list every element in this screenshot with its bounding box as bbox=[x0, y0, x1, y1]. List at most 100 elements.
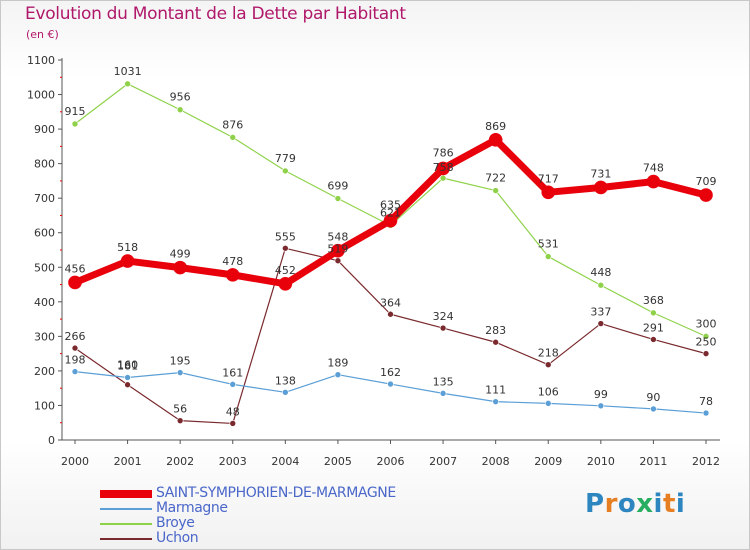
data-point-uchon bbox=[282, 244, 289, 252]
data-point-broye bbox=[702, 333, 710, 340]
data-label-broye: 1031 bbox=[114, 65, 142, 78]
y-tick-label: 800 bbox=[34, 158, 55, 171]
data-label-uchon: 324 bbox=[433, 310, 454, 323]
x-tick-label: 2009 bbox=[534, 455, 562, 468]
data-point-marmagne bbox=[124, 374, 131, 381]
data-point-saint-symphorien-de-marmagne bbox=[383, 213, 398, 228]
x-tick-label: 2011 bbox=[639, 455, 667, 468]
data-point-uchon bbox=[124, 381, 131, 389]
data-point-saint-symphorien-de-marmagne bbox=[646, 174, 661, 189]
data-point-uchon bbox=[597, 320, 605, 327]
data-point-saint-symphorien-de-marmagne bbox=[594, 180, 608, 195]
data-label-uchon: 364 bbox=[380, 296, 401, 309]
data-point-saint-symphorien-de-marmagne bbox=[278, 277, 293, 291]
data-point-broye bbox=[229, 134, 237, 141]
data-point-broye bbox=[650, 309, 657, 317]
legend-swatch bbox=[100, 490, 152, 498]
y-tick-label: 1100 bbox=[27, 54, 55, 67]
data-label-marmagne: 195 bbox=[170, 355, 191, 368]
x-tick-label: 2005 bbox=[324, 455, 352, 468]
data-label-uchon: 266 bbox=[65, 330, 86, 343]
logo-letter: x bbox=[636, 489, 654, 519]
data-label-saint-symphorien-de-marmagne: 748 bbox=[643, 162, 664, 175]
x-tick-label: 2001 bbox=[114, 455, 142, 468]
data-point-marmagne bbox=[650, 405, 657, 413]
data-point-saint-symphorien-de-marmagne bbox=[541, 185, 556, 200]
data-point-saint-symphorien-de-marmagne bbox=[68, 275, 82, 290]
data-point-saint-symphorien-de-marmagne bbox=[699, 188, 713, 202]
logo-letter: P bbox=[585, 489, 605, 519]
data-point-marmagne bbox=[282, 389, 289, 396]
data-label-marmagne: 135 bbox=[433, 375, 454, 388]
data-label-saint-symphorien-de-marmagne: 731 bbox=[590, 167, 611, 180]
data-point-marmagne bbox=[334, 371, 342, 379]
data-point-broye bbox=[334, 195, 342, 202]
data-point-broye bbox=[176, 106, 184, 114]
data-label-broye: 621 bbox=[380, 206, 401, 219]
y-tick-label: 300 bbox=[34, 330, 55, 343]
y-tick-label: 500 bbox=[34, 261, 55, 274]
data-label-saint-symphorien-de-marmagne: 548 bbox=[327, 231, 348, 244]
data-label-broye: 448 bbox=[590, 266, 611, 279]
data-point-saint-symphorien-de-marmagne bbox=[488, 133, 503, 147]
data-label-broye: 876 bbox=[222, 118, 243, 131]
x-tick-label: 2003 bbox=[219, 455, 247, 468]
data-label-saint-symphorien-de-marmagne: 456 bbox=[65, 262, 86, 275]
data-label-broye: 779 bbox=[275, 152, 296, 165]
y-tick-label: 100 bbox=[34, 399, 55, 412]
data-label-saint-symphorien-de-marmagne: 869 bbox=[485, 120, 506, 133]
data-label-broye: 915 bbox=[65, 105, 86, 118]
data-label-broye: 758 bbox=[433, 161, 454, 174]
data-label-uchon: 56 bbox=[173, 403, 187, 416]
data-label-saint-symphorien-de-marmagne: 717 bbox=[538, 172, 559, 185]
data-point-uchon bbox=[544, 361, 552, 368]
legend-swatch bbox=[100, 508, 152, 510]
logo-letter: r bbox=[604, 489, 618, 519]
logo-letter: i bbox=[653, 489, 663, 519]
data-point-marmagne bbox=[71, 368, 79, 375]
data-point-uchon bbox=[71, 344, 79, 352]
data-point-marmagne bbox=[492, 398, 499, 405]
data-label-saint-symphorien-de-marmagne: 499 bbox=[170, 248, 191, 261]
data-label-broye: 368 bbox=[643, 294, 664, 307]
data-point-marmagne bbox=[387, 380, 394, 388]
data-label-uchon: 250 bbox=[696, 336, 717, 349]
data-label-marmagne: 181 bbox=[117, 359, 138, 372]
data-point-marmagne bbox=[439, 390, 447, 397]
data-label-broye: 956 bbox=[170, 91, 191, 104]
data-label-uchon: 160 bbox=[117, 359, 138, 372]
data-label-saint-symphorien-de-marmagne: 635 bbox=[380, 199, 401, 212]
data-point-marmagne bbox=[597, 402, 605, 410]
data-label-marmagne: 138 bbox=[275, 374, 296, 387]
data-point-saint-symphorien-de-marmagne bbox=[331, 243, 345, 258]
x-tick-label: 2006 bbox=[377, 455, 405, 468]
legend-swatch bbox=[100, 523, 152, 525]
data-point-broye bbox=[492, 187, 499, 194]
data-label-saint-symphorien-de-marmagne: 478 bbox=[222, 255, 243, 268]
data-point-saint-symphorien-de-marmagne bbox=[436, 161, 450, 176]
data-point-uchon bbox=[229, 420, 237, 427]
y-tick-label: 1000 bbox=[27, 89, 55, 102]
legend-label: SAINT-SYMPHORIEN-DE-MARMAGNE bbox=[156, 485, 396, 501]
data-point-saint-symphorien-de-marmagne bbox=[225, 268, 240, 282]
data-label-marmagne: 162 bbox=[380, 366, 401, 379]
data-point-uchon bbox=[176, 417, 184, 424]
data-point-marmagne bbox=[176, 369, 184, 376]
x-tick-label: 2004 bbox=[271, 455, 299, 468]
data-label-marmagne: 111 bbox=[485, 384, 506, 397]
data-point-uchon bbox=[387, 310, 394, 318]
legend-label: Marmagne bbox=[156, 500, 228, 516]
data-point-broye bbox=[439, 174, 447, 182]
data-point-broye bbox=[71, 120, 79, 128]
data-label-broye: 531 bbox=[538, 238, 559, 251]
data-point-marmagne bbox=[544, 400, 552, 407]
x-tick-label: 2010 bbox=[587, 455, 615, 468]
legend-swatch bbox=[100, 538, 152, 540]
data-point-broye bbox=[282, 167, 289, 175]
data-label-marmagne: 161 bbox=[222, 366, 243, 379]
proxiti-logo: Proxiti bbox=[585, 489, 685, 519]
x-tick-label: 2008 bbox=[482, 455, 510, 468]
data-label-saint-symphorien-de-marmagne: 452 bbox=[275, 264, 296, 277]
data-label-broye: 300 bbox=[696, 317, 717, 330]
